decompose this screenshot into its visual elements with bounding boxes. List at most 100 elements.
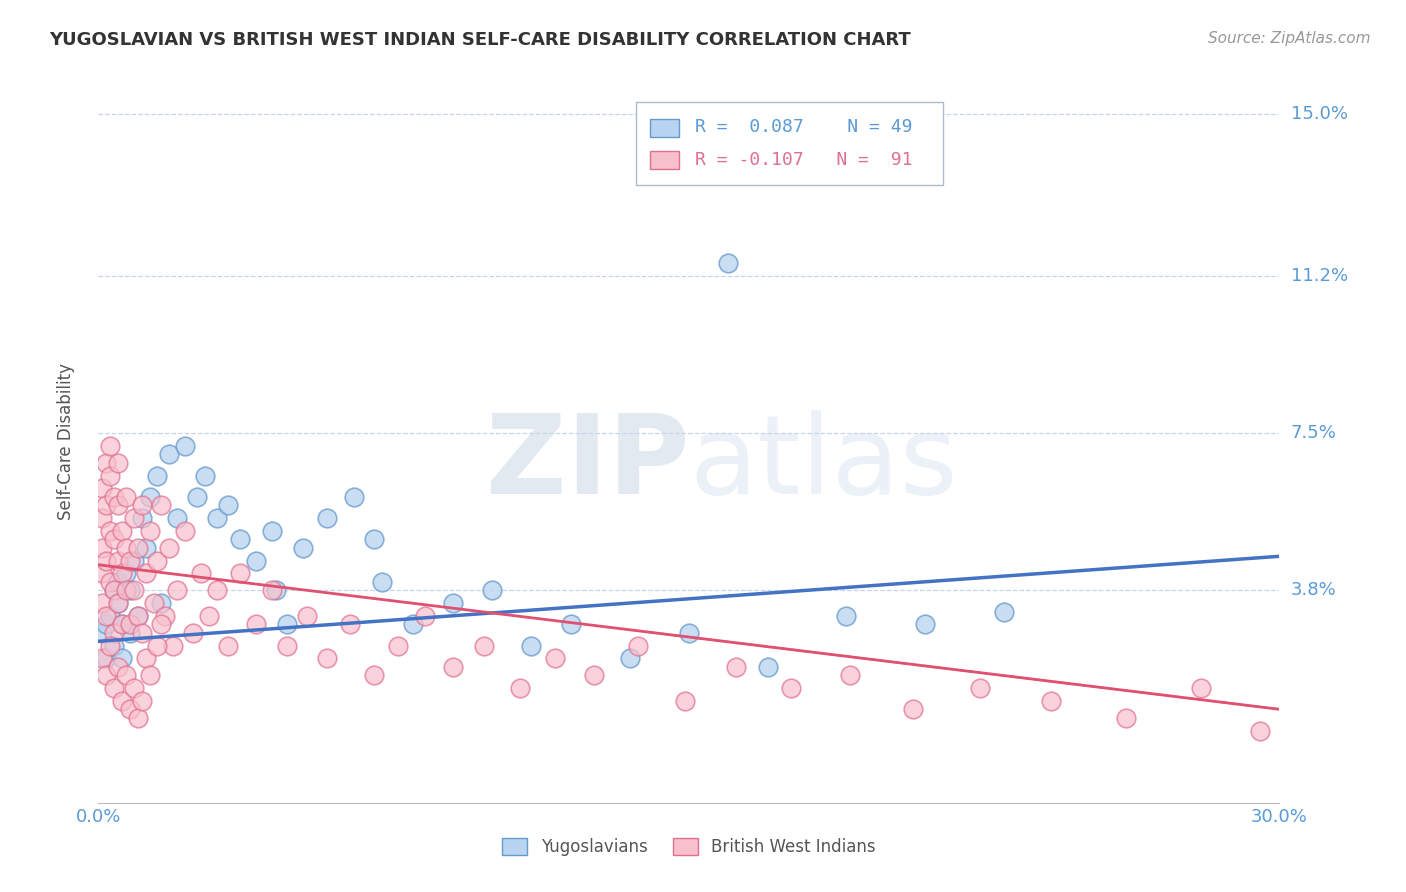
Point xyxy=(91,566,114,581)
Point xyxy=(135,541,157,555)
Point xyxy=(115,668,138,682)
Point xyxy=(115,541,138,555)
Point xyxy=(98,574,121,589)
Point xyxy=(91,625,114,640)
Point xyxy=(131,511,153,525)
Point xyxy=(103,639,125,653)
Text: 3.8%: 3.8% xyxy=(1291,582,1336,599)
Text: 11.2%: 11.2% xyxy=(1291,267,1348,285)
Point xyxy=(150,498,173,512)
Point xyxy=(174,524,197,538)
Point xyxy=(122,511,145,525)
Point xyxy=(181,625,204,640)
Text: R = -0.107   N =  91: R = -0.107 N = 91 xyxy=(695,151,912,169)
Point xyxy=(103,533,125,547)
FancyBboxPatch shape xyxy=(650,119,679,136)
Point xyxy=(138,524,160,538)
Point xyxy=(98,439,121,453)
Point xyxy=(146,468,169,483)
Point xyxy=(111,651,134,665)
Point xyxy=(229,566,252,581)
Point xyxy=(107,596,129,610)
Point xyxy=(903,702,925,716)
Y-axis label: Self-Care Disability: Self-Care Disability xyxy=(56,363,75,520)
Point xyxy=(118,702,141,716)
Point xyxy=(217,498,239,512)
Point xyxy=(678,625,700,640)
Point xyxy=(1249,723,1271,738)
Point xyxy=(107,553,129,567)
Point xyxy=(155,608,177,623)
Point xyxy=(627,639,650,653)
FancyBboxPatch shape xyxy=(636,102,943,185)
Point xyxy=(131,498,153,512)
Point xyxy=(441,660,464,674)
Point xyxy=(441,596,464,610)
Point xyxy=(1040,694,1063,708)
Point xyxy=(91,541,114,555)
Point xyxy=(111,524,134,538)
Point xyxy=(131,625,153,640)
Point xyxy=(725,660,748,674)
Point xyxy=(107,456,129,470)
Point xyxy=(260,524,283,538)
Point xyxy=(619,651,641,665)
Point xyxy=(363,533,385,547)
Point xyxy=(107,596,129,610)
Point xyxy=(780,681,803,695)
Point xyxy=(673,694,696,708)
Point xyxy=(481,583,503,598)
Point xyxy=(122,681,145,695)
Point xyxy=(560,617,582,632)
Point xyxy=(217,639,239,653)
Point xyxy=(138,490,160,504)
Point xyxy=(245,553,267,567)
Point xyxy=(150,617,173,632)
Point xyxy=(157,447,180,461)
Point xyxy=(914,617,936,632)
Point xyxy=(115,490,138,504)
Point xyxy=(96,456,118,470)
Point xyxy=(146,639,169,653)
Point xyxy=(343,490,366,504)
Point xyxy=(583,668,606,682)
Point xyxy=(1189,681,1212,695)
Point xyxy=(245,617,267,632)
Point xyxy=(91,596,114,610)
Point xyxy=(118,583,141,598)
Point xyxy=(107,574,129,589)
Point xyxy=(150,596,173,610)
Point xyxy=(107,660,129,674)
Point xyxy=(91,511,114,525)
Point xyxy=(276,617,298,632)
Point xyxy=(118,553,141,567)
Point xyxy=(544,651,567,665)
Point xyxy=(363,668,385,682)
Point xyxy=(520,639,543,653)
Point xyxy=(96,553,118,567)
Point xyxy=(756,660,779,674)
Text: 15.0%: 15.0% xyxy=(1291,105,1347,123)
Point xyxy=(472,639,495,653)
Text: Source: ZipAtlas.com: Source: ZipAtlas.com xyxy=(1208,31,1371,46)
Point xyxy=(122,553,145,567)
Point xyxy=(205,583,228,598)
Point xyxy=(111,617,134,632)
Point xyxy=(138,668,160,682)
Point xyxy=(103,681,125,695)
Point xyxy=(103,583,125,598)
Point xyxy=(229,533,252,547)
Point xyxy=(835,608,858,623)
Point xyxy=(276,639,298,653)
Point xyxy=(96,608,118,623)
FancyBboxPatch shape xyxy=(650,151,679,169)
Point xyxy=(98,468,121,483)
Point xyxy=(131,694,153,708)
Point xyxy=(96,617,118,632)
Point xyxy=(91,481,114,495)
Point xyxy=(197,608,219,623)
Point xyxy=(115,566,138,581)
Point xyxy=(103,625,125,640)
Point xyxy=(387,639,409,653)
Point xyxy=(115,583,138,598)
